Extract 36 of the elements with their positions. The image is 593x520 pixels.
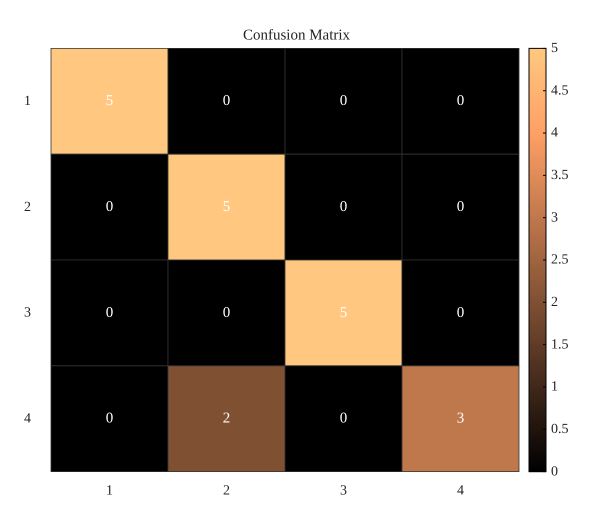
- chart-title: Confusion Matrix: [242, 27, 351, 44]
- color-bar-label: 0: [551, 464, 558, 480]
- y-tick-label: 1: [24, 94, 31, 109]
- color-bar-label: 4: [551, 126, 558, 141]
- y-tick-label: 3: [24, 306, 31, 321]
- data-label: 2: [222, 410, 230, 427]
- color-bar-label: 1: [551, 380, 558, 395]
- data-label: 0: [456, 93, 464, 110]
- data-label: 0: [106, 410, 114, 427]
- y-tick-label: 2: [24, 200, 31, 215]
- data-label: 0: [222, 93, 230, 110]
- color-bar-label: 2.5: [551, 252, 568, 268]
- data-label: 0: [456, 199, 464, 216]
- color-bar-label: 3.5: [551, 168, 568, 184]
- color-bar-label: 3: [551, 210, 558, 226]
- data-label: 0: [106, 304, 114, 321]
- data-label: 0: [106, 199, 114, 216]
- color-bar-label: 0.5: [551, 422, 568, 437]
- color-bar-label: 1.5: [551, 337, 568, 352]
- data-label: 5: [222, 199, 230, 216]
- data-label: 5: [106, 93, 114, 110]
- x-tick-label: 2: [223, 484, 230, 499]
- data-label: 3: [456, 410, 464, 427]
- color-bar-label: 2: [551, 294, 558, 310]
- data-label: 0: [456, 304, 464, 321]
- color-bar-label: 4.5: [551, 83, 568, 98]
- data-label: 0: [340, 410, 348, 427]
- data-label: 0: [222, 304, 230, 321]
- x-tick-label: 1: [106, 484, 113, 499]
- data-label: 0: [340, 199, 348, 216]
- x-tick-label: 4: [457, 484, 464, 499]
- data-label: 5: [340, 304, 348, 321]
- y-tick-label: 4: [24, 411, 31, 426]
- color-bar-label: 5: [551, 41, 558, 56]
- x-tick-label: 3: [340, 484, 347, 499]
- data-label: 0: [340, 93, 348, 110]
